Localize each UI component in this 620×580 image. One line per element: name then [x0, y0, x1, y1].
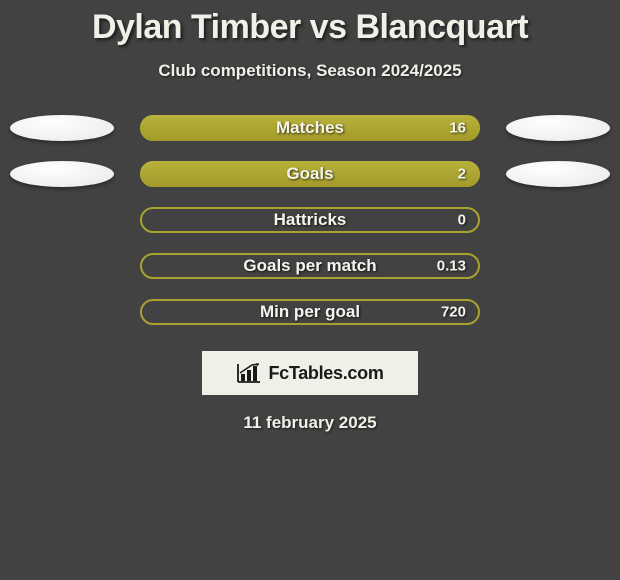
- stat-bar: Goals per match 0.13: [140, 253, 480, 279]
- left-marker: [10, 161, 114, 187]
- bar-chart-icon: [236, 362, 262, 384]
- bar-value: 0: [458, 212, 466, 229]
- bar-value: 0.13: [437, 258, 466, 275]
- stat-row: Min per goal 720: [0, 299, 620, 325]
- stat-row: Hattricks 0: [0, 207, 620, 233]
- right-marker: [506, 115, 610, 141]
- stat-bar: Goals 2: [140, 161, 480, 187]
- logo-text: FcTables.com: [268, 363, 383, 384]
- bar-value: 2: [458, 166, 466, 183]
- stat-row: Goals per match 0.13: [0, 253, 620, 279]
- bar-label: Goals: [286, 164, 333, 184]
- date-label: 11 february 2025: [0, 413, 620, 433]
- stat-bar: Min per goal 720: [140, 299, 480, 325]
- stat-bar: Hattricks 0: [140, 207, 480, 233]
- bar-label: Matches: [276, 118, 344, 138]
- subtitle: Club competitions, Season 2024/2025: [0, 61, 620, 81]
- page-title: Dylan Timber vs Blancquart: [0, 8, 620, 47]
- stat-row: Goals 2: [0, 161, 620, 187]
- source-logo: FcTables.com: [202, 351, 418, 395]
- right-marker: [506, 161, 610, 187]
- bar-value: 720: [441, 304, 466, 321]
- stat-bar: Matches 16: [140, 115, 480, 141]
- stats-comparison-card: Dylan Timber vs Blancquart Club competit…: [0, 0, 620, 433]
- stats-rows: Matches 16 Goals 2 Hattricks 0 Goals per match…: [0, 115, 620, 325]
- bar-label: Goals per match: [243, 256, 376, 276]
- bar-label: Min per goal: [260, 302, 360, 322]
- bar-label: Hattricks: [274, 210, 347, 230]
- left-marker: [10, 115, 114, 141]
- stat-row: Matches 16: [0, 115, 620, 141]
- bar-value: 16: [449, 120, 466, 137]
